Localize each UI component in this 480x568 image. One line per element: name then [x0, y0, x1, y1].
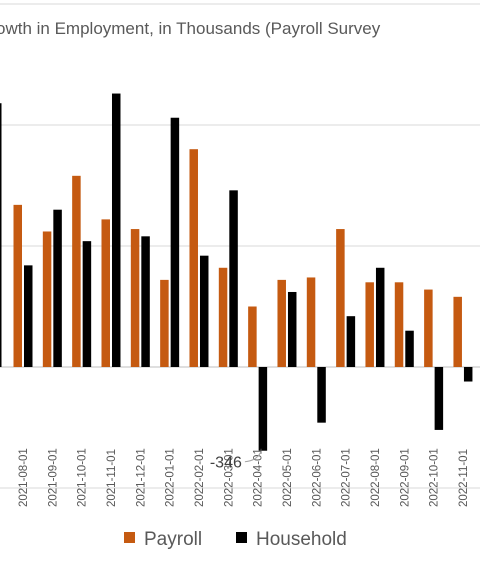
bar-household [24, 265, 33, 367]
bar-household [346, 316, 356, 367]
bar-payroll [42, 231, 52, 367]
x-tick-label: 2022-10-01 [429, 448, 441, 507]
bar-household [53, 209, 62, 367]
bar-payroll [424, 289, 433, 367]
bar-payroll [277, 279, 286, 367]
x-tick-label: 2022-04-01 [253, 448, 265, 507]
x-tick-label: 2022-03-01 [223, 448, 235, 507]
bar-payroll [13, 204, 22, 367]
x-tick-label: 2022-06-01 [311, 448, 323, 507]
bar-household-partial [0, 103, 2, 367]
annotation-leader [244, 451, 262, 463]
x-tick-label: 2022-01-01 [165, 448, 177, 507]
x-tick-label: 2021-11-01 [106, 449, 118, 507]
bar-household [141, 236, 150, 367]
x-tick-label: 2022-09-01 [399, 448, 411, 507]
x-tick-label: 2022-08-01 [370, 448, 382, 507]
bar-household [463, 367, 473, 382]
x-tick-label: 2022-07-01 [341, 448, 353, 507]
bar-household [405, 330, 414, 367]
bar-household [199, 255, 209, 367]
x-tick-label: 2022-02-01 [194, 448, 206, 507]
bar-household [287, 291, 297, 367]
x-tick-label: 2021-08-01 [18, 448, 30, 507]
bar-household [317, 367, 326, 423]
bar-payroll [306, 277, 316, 367]
bar-household [434, 367, 444, 430]
x-tick-label: 2021-12-01 [135, 448, 147, 507]
chart-title: owth in Employment, in Thousands (Payrol… [0, 19, 381, 38]
bar-payroll [336, 229, 345, 367]
x-tick-label: 2021-10-01 [77, 448, 89, 507]
bar-payroll [365, 282, 374, 367]
bar-payroll [101, 219, 110, 367]
bar-household [82, 241, 92, 367]
bars [0, 93, 473, 451]
x-tick-labels: 2021-08-01 2021-09-01 2021-10-01 2021-11-01… [18, 448, 470, 507]
bar-payroll [394, 282, 404, 367]
x-tick-label: 2022-05-01 [282, 448, 294, 507]
bar-payroll [189, 149, 198, 367]
x-tick-label: 2021-09-01 [47, 448, 59, 507]
bar-payroll [130, 229, 140, 367]
legend-swatch [124, 532, 135, 543]
bar-payroll [72, 175, 81, 367]
legend-label: Payroll [144, 529, 202, 550]
bar-payroll [453, 296, 462, 367]
bar-payroll [160, 279, 169, 367]
x-tick-label: 2022-11-01 [458, 449, 470, 507]
bar-household [170, 117, 180, 368]
legend-label: Household [256, 529, 347, 550]
annotations: -346 [210, 451, 262, 472]
bar-payroll [218, 267, 228, 367]
bar-household [258, 367, 268, 451]
gridlines [0, 3, 480, 489]
bar-household [111, 93, 121, 367]
legend-swatch [236, 532, 247, 543]
bar-household [229, 190, 238, 367]
annotation-label: -346 [210, 455, 242, 472]
bar-payroll [248, 306, 257, 367]
bar-household [375, 267, 385, 367]
legend: Payroll Household [124, 529, 347, 550]
